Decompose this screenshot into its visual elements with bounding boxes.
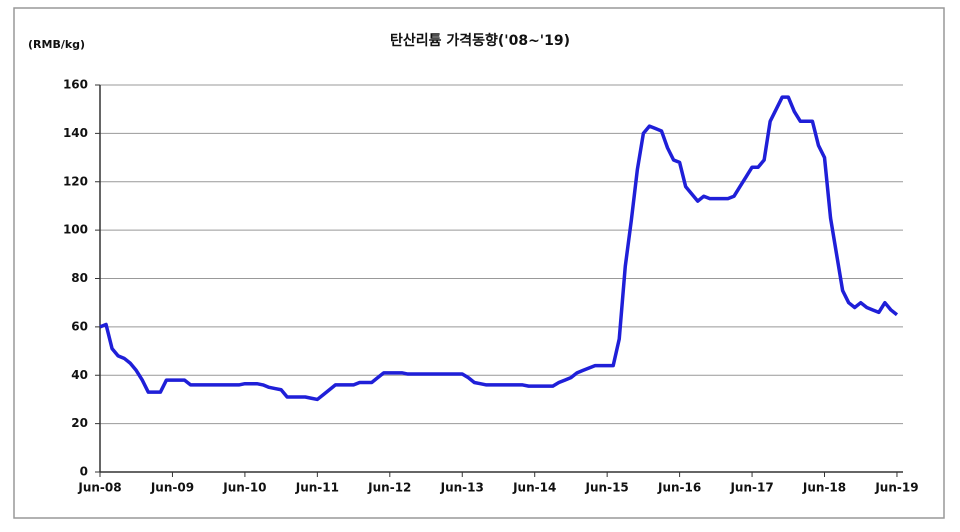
price-line <box>99 95 899 402</box>
x-tick-label: Jun-08 <box>77 481 121 495</box>
x-tick-label: Jun-13 <box>440 481 484 495</box>
x-tick-label: Jun-14 <box>512 481 556 495</box>
y-tick-label: 0 <box>80 465 88 479</box>
y-tick-label: 120 <box>63 174 88 188</box>
x-tick-label: Jun-17 <box>729 481 773 495</box>
x-tick-label: Jun-10 <box>222 481 266 495</box>
x-tick-label: Jun-15 <box>585 481 629 495</box>
x-tick-label: Jun-18 <box>802 481 846 495</box>
x-tick-label: Jun-16 <box>657 481 701 495</box>
y-tick-label: 20 <box>71 416 88 430</box>
y-tick-label: 100 <box>63 223 88 237</box>
y-tick-label: 60 <box>71 319 88 333</box>
x-tick-label: Jun-12 <box>367 481 411 495</box>
y-tick-label: 140 <box>63 126 88 140</box>
y-tick-label: 80 <box>71 271 88 285</box>
chart-title: 탄산리튬 가격동향('08~'19) <box>390 32 570 49</box>
x-tick-label: Jun-19 <box>874 481 918 495</box>
x-tick-label: Jun-11 <box>295 481 339 495</box>
y-axis-label: (RMB/kg) <box>28 38 85 51</box>
frame <box>13 7 945 519</box>
y-tick-label: 40 <box>71 368 88 382</box>
x-tick-label: Jun-09 <box>150 481 194 495</box>
y-tick-label: 160 <box>63 78 88 92</box>
